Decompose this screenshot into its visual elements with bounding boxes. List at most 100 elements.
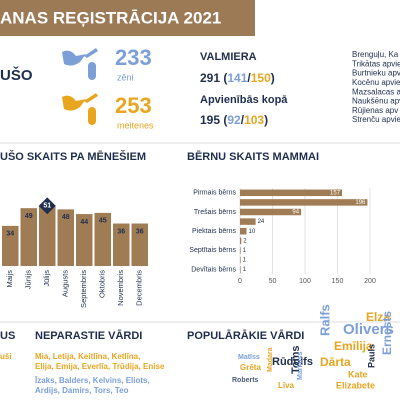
girls-count: 253 [115,93,152,118]
bar-value: 36 [117,228,125,235]
bar [20,208,37,266]
word-cloud-name: Rūdolfs [272,356,313,368]
union-name: Burtnieku apv [352,69,400,78]
bar [240,256,241,264]
word-cloud-name: Roberts [232,377,259,384]
bar [240,199,368,206]
bar-value: 1 [243,267,247,273]
bar [131,223,148,266]
popular-title: POPULĀRĀKIE VĀRDI [187,330,304,342]
bar [240,227,247,235]
y-tick-label: Piektais bērns [192,228,236,235]
stork-icon-boy [62,48,98,80]
girl-names: Mia, Letija, Keitlīna, Ketlīna, [35,352,140,361]
valmiera-stats: 291 (141/150) [200,71,275,85]
bar [76,214,93,266]
boys-label: zēni [117,72,134,82]
union-name: Kocēnu apvien [352,78,400,87]
bar [240,247,241,254]
bar-value: 24 [258,219,265,225]
x-tick-label: Novembris [116,270,125,306]
union-name: Trikātas apvie [352,59,400,68]
x-tick-label: Jūlijs [42,270,51,287]
boy-names: Īzaks, Balders, Kelvins, Eliots, [34,376,150,385]
bar-value: 196 [355,200,366,206]
bar [240,189,343,197]
girl-names: Elija, Emija, Everlīa, Trūdija, Enise [35,362,165,371]
bar-value: 157 [330,190,341,196]
bar-value: 51 [43,203,51,210]
y-tick-label: Trešais bērns [194,209,237,216]
boys-count: 233 [115,45,152,70]
x-tick-label: 0 [238,278,242,285]
y-tick-label: Pirmais bērns [193,190,236,197]
word-cloud-name: Ralfs [317,304,332,336]
word-cloud-name: Ernests [380,311,394,355]
stork-icon-girl [62,93,98,125]
union-name: Rūjienas apv [352,106,398,115]
x-tick-label: 50 [269,278,277,285]
girls-label: meitenes [117,120,154,130]
x-tick-label: 150 [332,278,344,285]
x-tick-label: Septembris [79,270,88,308]
bar-value: 94 [292,210,299,216]
bar [240,208,302,216]
bar [2,225,19,266]
unions-stats: 195 (92/103) [200,113,268,127]
word-cloud-name: Dārta [320,355,351,369]
bar-value: 2 [243,238,247,244]
bar [39,205,56,266]
word-cloud-name: Emīlija [334,339,373,353]
x-tick-label: 100 [299,278,311,285]
bar [57,209,74,266]
x-tick-label: Maijs [5,270,14,288]
banner [0,0,255,36]
valmiera-title: VALMIERA [200,51,257,63]
bar-value: 45 [99,218,107,225]
bar-value: 44 [80,219,88,226]
bar-value: 1 [243,258,247,264]
banner-title: ANAS REĢISTRĀCIJA 2021 [0,8,221,27]
word-cloud-name: Elza [366,310,390,324]
union-name: Mazsalacas a [352,87,400,96]
bar [240,237,242,245]
x-tick-label: Oktobris [98,270,107,298]
bar-value: 49 [25,213,33,220]
y-tick-label: Devītais bērns [191,266,236,273]
word-cloud-name: Matīss [238,354,260,361]
bar-value: 10 [249,229,256,235]
mother-chart-title: BĒRNU SKAITS MAMMAI [187,151,319,163]
unions-title: Apvienībās kopā [200,94,288,106]
x-tick-label: Decembris [135,270,144,306]
word-cloud-name: Olivers [343,321,394,338]
word-cloud-name: Madara [267,347,274,372]
bar-value: 48 [62,214,70,221]
x-tick-label: Jūnijs [24,270,33,289]
section-title: US [0,330,15,342]
y-tick-label: Septītais bērns [189,247,236,254]
word-cloud-name: Elizabete [336,380,375,390]
word-cloud-name: Pauls [366,344,376,368]
word-cloud-name: Grēta [240,363,261,372]
word-cloud-name: Toms [290,345,302,374]
union-name: Brenguļu, Ka [352,50,399,59]
x-tick-label: 200 [364,278,376,285]
name-text: uši [0,352,12,361]
month-chart-title: UŠO SKAITS PA MĒNEŠIEM [0,150,146,163]
bar-value: 36 [136,228,144,235]
bar [113,223,130,266]
x-tick-label: Augusts [61,270,70,297]
bar [240,218,256,225]
word-cloud-name: Līva [278,381,295,390]
word-cloud-name: Markuss [297,351,304,380]
bar-value: 34 [6,231,14,238]
union-name: Naukšēnu apv [352,97,400,106]
bar [94,212,111,266]
births-label: UŠO [0,66,33,84]
boy-names: Ardijs, Damirs, Tors, Teo [35,386,129,395]
bar [240,266,241,273]
bar-value: 1 [243,248,247,254]
word-cloud-name: Kate [348,369,368,379]
unusual-title: NEPARASTIE VĀRDI [35,330,142,342]
